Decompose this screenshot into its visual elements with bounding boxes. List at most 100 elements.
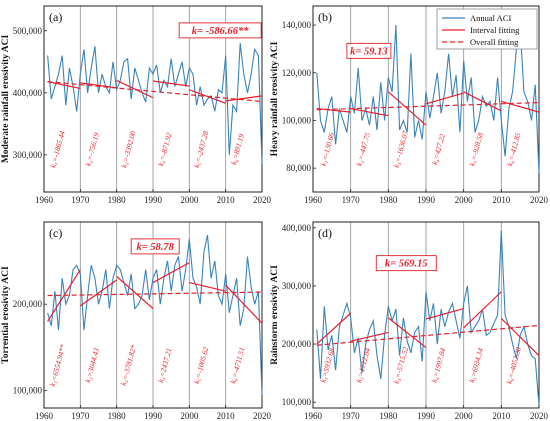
y-axis-label: Torrential erosivity ACI	[1, 266, 11, 364]
x-tick-label: 2010	[217, 195, 236, 205]
y-tick-label: 120,000	[282, 68, 312, 78]
legend-entry: Overall fitting	[470, 37, 519, 47]
x-tick-label: 1960	[35, 411, 54, 421]
overall-k-box	[375, 255, 437, 272]
chart-panel-4: k₁=5932.68 k₂=1712.84 k₃=-5715.52 k₄=1997.8…	[270, 221, 549, 421]
x-tick-label: 2000	[455, 195, 474, 205]
interval-k-label: k₆=-412.85	[505, 131, 523, 167]
y-tick-label: 400,000	[13, 88, 43, 98]
overall-fit-line	[47, 291, 263, 297]
interval-fit-line	[463, 91, 502, 112]
interval-k-label: k₆=-4711.51	[228, 346, 246, 384]
panel-label: (c)	[49, 226, 62, 240]
x-tick-label: 2020	[530, 411, 549, 421]
interval-fit-line	[189, 281, 226, 292]
interval-k-label: k₆=-4052.30	[505, 346, 524, 385]
interval-fit-line	[225, 95, 263, 102]
x-tick-label: 2000	[180, 195, 199, 205]
x-tick-label: 1980	[379, 411, 398, 421]
x-tick-label: 1960	[304, 411, 323, 421]
y-tick-label: 100,000	[13, 386, 43, 396]
x-tick-label: 2000	[180, 411, 199, 421]
y-axis-label: Rainstorm erosivity ACI	[270, 265, 280, 365]
overall-k-label: k= 58.78	[136, 242, 174, 253]
chart-panel-1: k₁=-1865.44 k₂=-756.19 k₃=-3392.00 k₄=-871.…	[1, 5, 272, 205]
interval-k-label: k₄=-871.92	[156, 131, 174, 167]
overall-k-box	[178, 22, 262, 39]
interval-fit-line	[152, 262, 190, 284]
interval-fit-line	[350, 331, 389, 342]
overall-fit-line	[316, 101, 540, 111]
x-tick-label: 2010	[492, 195, 511, 205]
interval-fit-line	[500, 318, 540, 357]
overall-k-box	[130, 238, 180, 255]
interval-fit-line	[116, 276, 154, 309]
interval-fit-line	[225, 284, 263, 324]
panel-label: (b)	[318, 10, 332, 24]
overall-fit-line	[316, 324, 540, 346]
y-tick-label: 200,000	[13, 299, 43, 309]
interval-fit-line	[316, 312, 352, 345]
overall-k-label: k= 59.13	[350, 46, 387, 57]
interval-k-label: k₃=-3781.82*	[119, 344, 139, 387]
x-tick-label: 2010	[492, 411, 511, 421]
interval-k-label: k₅=6934.34	[467, 347, 485, 384]
annual-aci-line	[316, 25, 540, 173]
legend-entry: Annual ACI	[470, 13, 511, 23]
overall-k-box	[346, 42, 392, 59]
annual-aci-line	[47, 234, 263, 396]
x-tick-label: 2020	[530, 195, 549, 205]
chart-panel-3: k₁=6554.94** k₂=3044.43 k₃=-3781.82* k₄=243…	[1, 221, 272, 421]
interval-fit-line	[501, 100, 540, 113]
legend-entry: Interval fitting	[470, 25, 520, 35]
interval-k-label: k₄=427.22	[430, 133, 447, 166]
interval-fit-line	[463, 291, 502, 329]
legend: Annual ACI Interval fitting Overall fittin…	[436, 8, 538, 50]
y-tick-label: 100,000	[282, 397, 312, 407]
interval-fit-line	[116, 79, 154, 99]
interval-k-label: k₄=1997.84	[429, 347, 447, 384]
y-axis-label: Moderate rainfall erosivity ACI	[1, 35, 11, 164]
interval-fit-line	[350, 107, 389, 117]
interval-fit-line	[316, 107, 351, 113]
y-tick-label: 140,000	[282, 20, 312, 30]
interval-k-label: k₅=-2437.28	[192, 130, 211, 169]
x-tick-label: 1990	[144, 411, 163, 421]
x-tick-label: 2010	[217, 411, 236, 421]
interval-k-label: k₂=-756.19	[83, 131, 101, 167]
x-tick-label: 1970	[71, 195, 90, 205]
y-tick-label: 80,000	[286, 163, 311, 173]
y-tick-label: 400,000	[282, 223, 312, 233]
x-tick-label: 1960	[304, 195, 323, 205]
x-tick-label: 1980	[108, 411, 127, 421]
interval-k-label: k₁=-1865.44	[48, 130, 67, 169]
x-tick-label: 1960	[35, 195, 54, 205]
interval-fit-line	[387, 317, 427, 349]
x-tick-label: 1970	[342, 195, 361, 205]
y-tick-label: 500,000	[13, 26, 43, 36]
interval-fit-line	[425, 92, 464, 105]
annual-aci-line	[47, 43, 263, 165]
interval-fit-line	[152, 80, 190, 87]
interval-k-label: k₂=-447.75	[354, 131, 372, 167]
overall-k-label: k= -586.66**	[192, 26, 249, 37]
interval-k-label: k₃=-1636.07	[392, 130, 411, 169]
interval-k-label: k₂=1712.84	[354, 347, 372, 384]
overall-k-label: k= 569.15	[385, 259, 428, 270]
panel-label: (a)	[49, 10, 62, 24]
interval-fit-line	[79, 279, 118, 307]
x-tick-label: 1980	[108, 195, 127, 205]
panel-label: (d)	[318, 226, 332, 240]
x-tick-label: 1990	[144, 195, 163, 205]
x-tick-label: 1970	[71, 411, 90, 421]
y-tick-label: 300,000	[282, 281, 312, 291]
y-axis-label: Heavy rainfall erosivity ACI	[270, 41, 280, 156]
interval-k-label: k₅=-928.58	[467, 131, 485, 167]
y-tick-label: 300,000	[13, 150, 43, 160]
interval-k-label: k₆=891.19	[229, 133, 246, 166]
x-tick-label: 1970	[342, 411, 361, 421]
x-tick-label: 1990	[417, 411, 436, 421]
x-tick-label: 2000	[455, 411, 474, 421]
interval-k-label: k₂=3044.43	[83, 347, 101, 384]
